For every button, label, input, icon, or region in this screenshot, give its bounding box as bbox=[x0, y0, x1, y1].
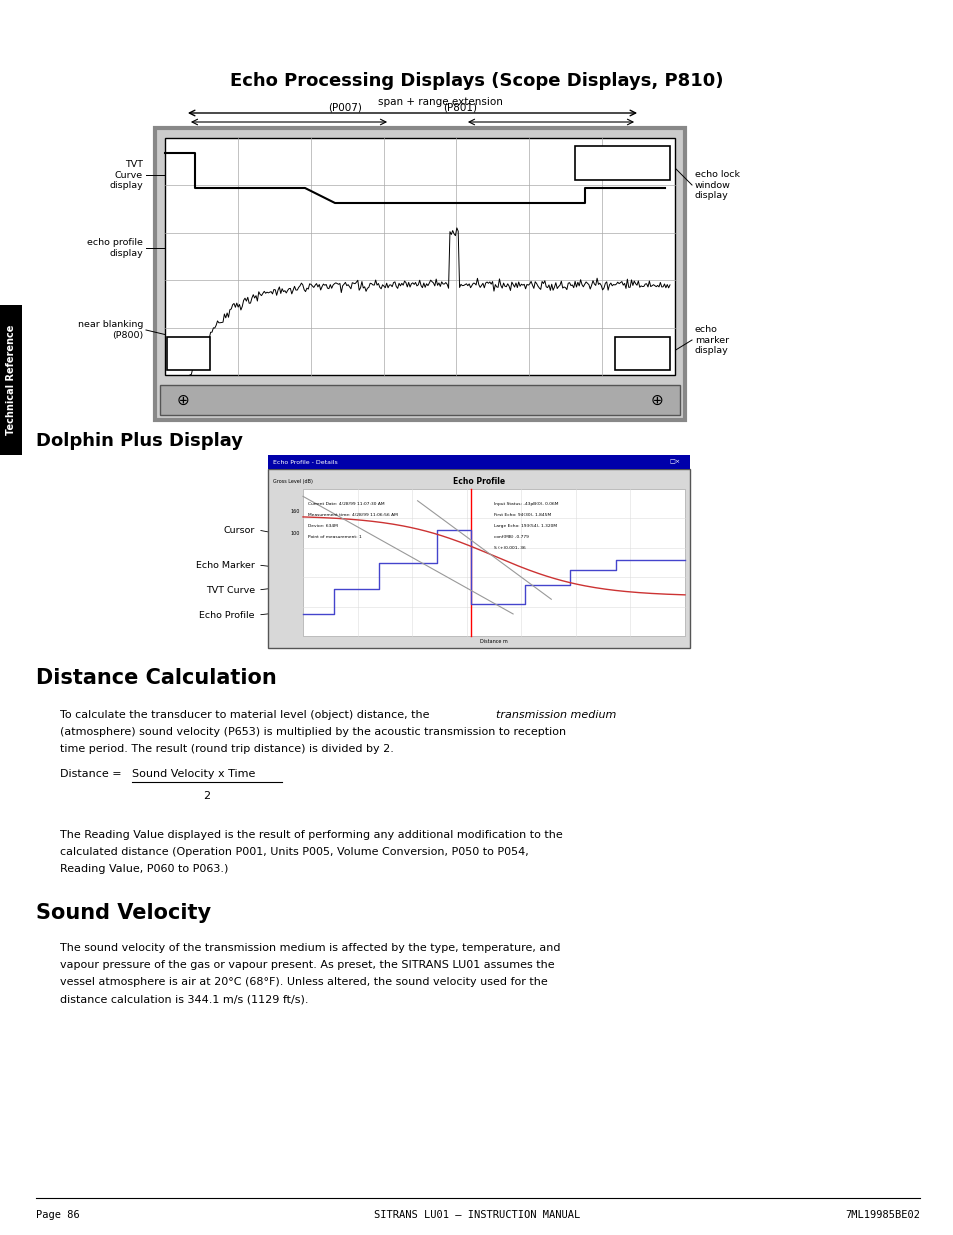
Text: near blanking
(P800): near blanking (P800) bbox=[77, 320, 143, 340]
Text: TVT Curve: TVT Curve bbox=[206, 585, 254, 594]
Text: S (+)0.001, 36: S (+)0.001, 36 bbox=[494, 546, 525, 550]
Text: Distance m: Distance m bbox=[479, 638, 507, 643]
Text: ⊕: ⊕ bbox=[176, 393, 190, 408]
Text: Sound Velocity x Time: Sound Velocity x Time bbox=[132, 769, 255, 779]
Text: echo profile
display: echo profile display bbox=[87, 238, 143, 258]
Text: 2: 2 bbox=[203, 790, 211, 802]
Text: 160: 160 bbox=[291, 509, 299, 514]
Text: transmission medium: transmission medium bbox=[496, 710, 616, 720]
Text: (atmosphere) sound velocity (P653) is multiplied by the acoustic transmission to: (atmosphere) sound velocity (P653) is mu… bbox=[60, 727, 565, 737]
Text: echo lock
window
display: echo lock window display bbox=[695, 170, 740, 200]
Text: Sound Velocity: Sound Velocity bbox=[36, 903, 211, 923]
Text: Dolphin Plus Display: Dolphin Plus Display bbox=[36, 432, 243, 450]
Text: Gross Level (dB): Gross Level (dB) bbox=[273, 478, 313, 483]
Text: distance calculation is 344.1 m/s (1129 ft/s).: distance calculation is 344.1 m/s (1129 … bbox=[60, 994, 308, 1004]
Text: Distance =: Distance = bbox=[60, 769, 121, 779]
Text: First Echo: 94(30), 1.845M: First Echo: 94(30), 1.845M bbox=[494, 513, 551, 517]
Text: calculated distance (Operation P001, Units P005, Volume Conversion, P050 to P054: calculated distance (Operation P001, Uni… bbox=[60, 847, 528, 857]
Bar bbox=[0, 305, 22, 454]
Text: TVT
Curve
display: TVT Curve display bbox=[110, 161, 143, 190]
Text: time period. The result (round trip distance) is divided by 2.: time period. The result (round trip dist… bbox=[60, 743, 394, 755]
Text: span + range extension: span + range extension bbox=[377, 98, 502, 107]
Bar bbox=[615, 337, 669, 370]
Text: 7ML19985BE02: 7ML19985BE02 bbox=[844, 1210, 919, 1220]
Text: Echo Profile - Details: Echo Profile - Details bbox=[273, 459, 337, 464]
Bar bbox=[154, 128, 684, 420]
Text: Reading Value, P060 to P063.): Reading Value, P060 to P063.) bbox=[60, 864, 228, 874]
Text: Device: 634M: Device: 634M bbox=[308, 524, 337, 529]
Text: Echo Processing Displays (Scope Displays, P810): Echo Processing Displays (Scope Displays… bbox=[230, 72, 723, 90]
Text: Distance Calculation: Distance Calculation bbox=[36, 668, 276, 688]
Text: echo
marker
display: echo marker display bbox=[695, 325, 728, 354]
Bar bbox=[165, 138, 675, 375]
Text: 100: 100 bbox=[291, 531, 299, 536]
Text: Technical Reference: Technical Reference bbox=[6, 325, 16, 435]
Text: The sound velocity of the transmission medium is affected by the type, temperatu: The sound velocity of the transmission m… bbox=[60, 944, 560, 953]
Bar bbox=[303, 489, 684, 636]
Text: To calculate the transducer to material level (object) distance, the: To calculate the transducer to material … bbox=[60, 710, 429, 720]
Text: ⊕: ⊕ bbox=[650, 393, 662, 408]
Text: Measurement time: 4/28/99 11:06:56 AM: Measurement time: 4/28/99 11:06:56 AM bbox=[308, 513, 397, 517]
Text: The Reading Value displayed is the result of performing any additional modificat: The Reading Value displayed is the resul… bbox=[60, 830, 562, 840]
Text: (P801): (P801) bbox=[442, 103, 476, 112]
Text: conf(MB) -0.779: conf(MB) -0.779 bbox=[494, 535, 528, 538]
Bar bbox=[167, 337, 210, 370]
Text: Large Echo: 193(54), 1.320M: Large Echo: 193(54), 1.320M bbox=[494, 524, 557, 529]
Text: Input Status: -43pB(0), 0.06M: Input Status: -43pB(0), 0.06M bbox=[494, 501, 558, 506]
Text: Echo Profile: Echo Profile bbox=[199, 610, 254, 620]
Text: Cursor: Cursor bbox=[223, 526, 254, 535]
Text: SITRANS LU01 – INSTRUCTION MANUAL: SITRANS LU01 – INSTRUCTION MANUAL bbox=[374, 1210, 579, 1220]
Text: □×: □× bbox=[669, 459, 679, 464]
Text: vapour pressure of the gas or vapour present. As preset, the SITRANS LU01 assume: vapour pressure of the gas or vapour pre… bbox=[60, 960, 554, 969]
Bar bbox=[575, 146, 669, 180]
Text: vessel atmosphere is air at 20°C (68°F). Unless altered, the sound velocity used: vessel atmosphere is air at 20°C (68°F).… bbox=[60, 977, 547, 987]
Text: Current Date: 4/28/99 11:07:30 AM: Current Date: 4/28/99 11:07:30 AM bbox=[308, 501, 384, 506]
Text: (P007): (P007) bbox=[328, 103, 361, 112]
Bar bbox=[268, 469, 689, 648]
Text: Point of measurement: 1: Point of measurement: 1 bbox=[308, 535, 361, 538]
Text: Echo Profile: Echo Profile bbox=[453, 477, 504, 485]
Text: Echo Marker: Echo Marker bbox=[196, 561, 254, 569]
Bar bbox=[160, 385, 679, 415]
Bar bbox=[268, 454, 689, 469]
Text: Page 86: Page 86 bbox=[36, 1210, 80, 1220]
